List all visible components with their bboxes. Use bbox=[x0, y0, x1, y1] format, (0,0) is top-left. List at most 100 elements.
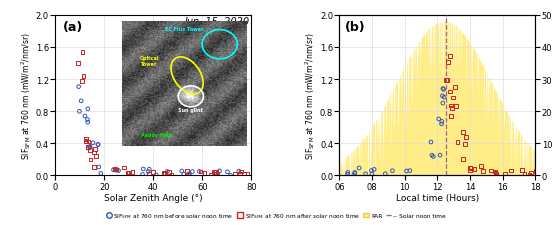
Point bbox=[84, 145, 93, 149]
Point bbox=[206, 173, 215, 177]
Point bbox=[139, 167, 148, 171]
Point bbox=[77, 100, 86, 103]
Point bbox=[367, 169, 376, 173]
Point bbox=[527, 171, 535, 175]
Point bbox=[453, 141, 462, 144]
Point bbox=[447, 115, 455, 119]
Point bbox=[211, 170, 220, 174]
Point bbox=[492, 172, 501, 176]
Point bbox=[88, 141, 97, 145]
Point bbox=[78, 80, 87, 83]
Point bbox=[506, 169, 515, 173]
Point bbox=[211, 172, 220, 176]
Point bbox=[231, 172, 240, 176]
Point bbox=[79, 75, 88, 78]
Point bbox=[185, 172, 194, 176]
Point bbox=[438, 102, 447, 105]
Point bbox=[123, 171, 132, 175]
Point bbox=[164, 170, 173, 174]
Point bbox=[235, 169, 243, 173]
Point bbox=[94, 165, 103, 169]
Point bbox=[119, 166, 128, 170]
Point bbox=[73, 62, 82, 66]
Point bbox=[459, 130, 468, 134]
Point bbox=[239, 173, 248, 176]
Point bbox=[444, 61, 453, 64]
Point bbox=[93, 143, 102, 146]
Point bbox=[195, 170, 204, 173]
Point bbox=[343, 171, 352, 174]
Point bbox=[436, 154, 444, 157]
Point bbox=[429, 155, 438, 159]
Point bbox=[517, 168, 526, 172]
Point bbox=[501, 172, 509, 176]
Point bbox=[83, 108, 92, 111]
Text: (a): (a) bbox=[63, 20, 83, 34]
Point bbox=[179, 172, 188, 176]
Point bbox=[351, 171, 359, 175]
Point bbox=[449, 96, 458, 100]
Point bbox=[349, 174, 358, 177]
Point bbox=[439, 88, 448, 92]
Point bbox=[491, 170, 500, 174]
Point bbox=[145, 168, 153, 171]
Point bbox=[226, 174, 235, 177]
Point bbox=[243, 172, 252, 176]
Point bbox=[223, 170, 232, 174]
Point bbox=[355, 166, 364, 170]
Point bbox=[74, 86, 83, 89]
Point bbox=[520, 172, 529, 176]
Point bbox=[236, 170, 245, 173]
Point bbox=[461, 142, 470, 146]
Point bbox=[83, 121, 92, 124]
Point bbox=[465, 166, 474, 169]
Point bbox=[531, 169, 540, 173]
Point bbox=[459, 158, 468, 161]
Point bbox=[427, 154, 436, 157]
Point bbox=[81, 137, 90, 141]
Point bbox=[215, 169, 224, 173]
Point bbox=[177, 169, 186, 173]
Point bbox=[370, 168, 379, 171]
Point bbox=[183, 170, 192, 173]
Point bbox=[94, 143, 103, 147]
X-axis label: Local time (Hours): Local time (Hours) bbox=[396, 194, 479, 202]
Point bbox=[90, 151, 99, 155]
Point bbox=[86, 158, 95, 162]
Point bbox=[182, 173, 191, 176]
Point bbox=[402, 169, 411, 173]
Point bbox=[128, 171, 137, 174]
Point bbox=[452, 104, 460, 108]
Point bbox=[450, 86, 459, 89]
Point bbox=[138, 173, 147, 176]
Point bbox=[91, 147, 99, 151]
Point bbox=[442, 79, 450, 83]
Point bbox=[160, 172, 169, 176]
Point bbox=[113, 168, 121, 171]
Point bbox=[188, 170, 197, 174]
Y-axis label: SIF$_{\mathsf{SFM}}$ at 760 nm (mW/m$^2$/nm/sr): SIF$_{\mathsf{SFM}}$ at 760 nm (mW/m$^2$… bbox=[303, 32, 317, 159]
Point bbox=[487, 169, 496, 172]
Point bbox=[111, 169, 120, 172]
Point bbox=[440, 96, 449, 99]
Point bbox=[388, 169, 397, 173]
Point bbox=[184, 173, 193, 177]
Point bbox=[465, 169, 474, 173]
Point bbox=[427, 141, 436, 144]
Point bbox=[89, 165, 98, 169]
Point bbox=[124, 171, 133, 175]
Point bbox=[161, 172, 169, 175]
Point bbox=[210, 170, 219, 174]
Point bbox=[381, 172, 390, 176]
Point bbox=[479, 170, 488, 173]
Point bbox=[351, 172, 359, 175]
Point bbox=[470, 168, 479, 171]
Point bbox=[75, 110, 84, 114]
Point bbox=[92, 154, 100, 158]
Point bbox=[448, 106, 457, 110]
Point bbox=[210, 171, 219, 174]
Point bbox=[112, 168, 120, 171]
Point bbox=[200, 171, 209, 175]
Point bbox=[438, 87, 447, 91]
Point bbox=[83, 118, 92, 122]
